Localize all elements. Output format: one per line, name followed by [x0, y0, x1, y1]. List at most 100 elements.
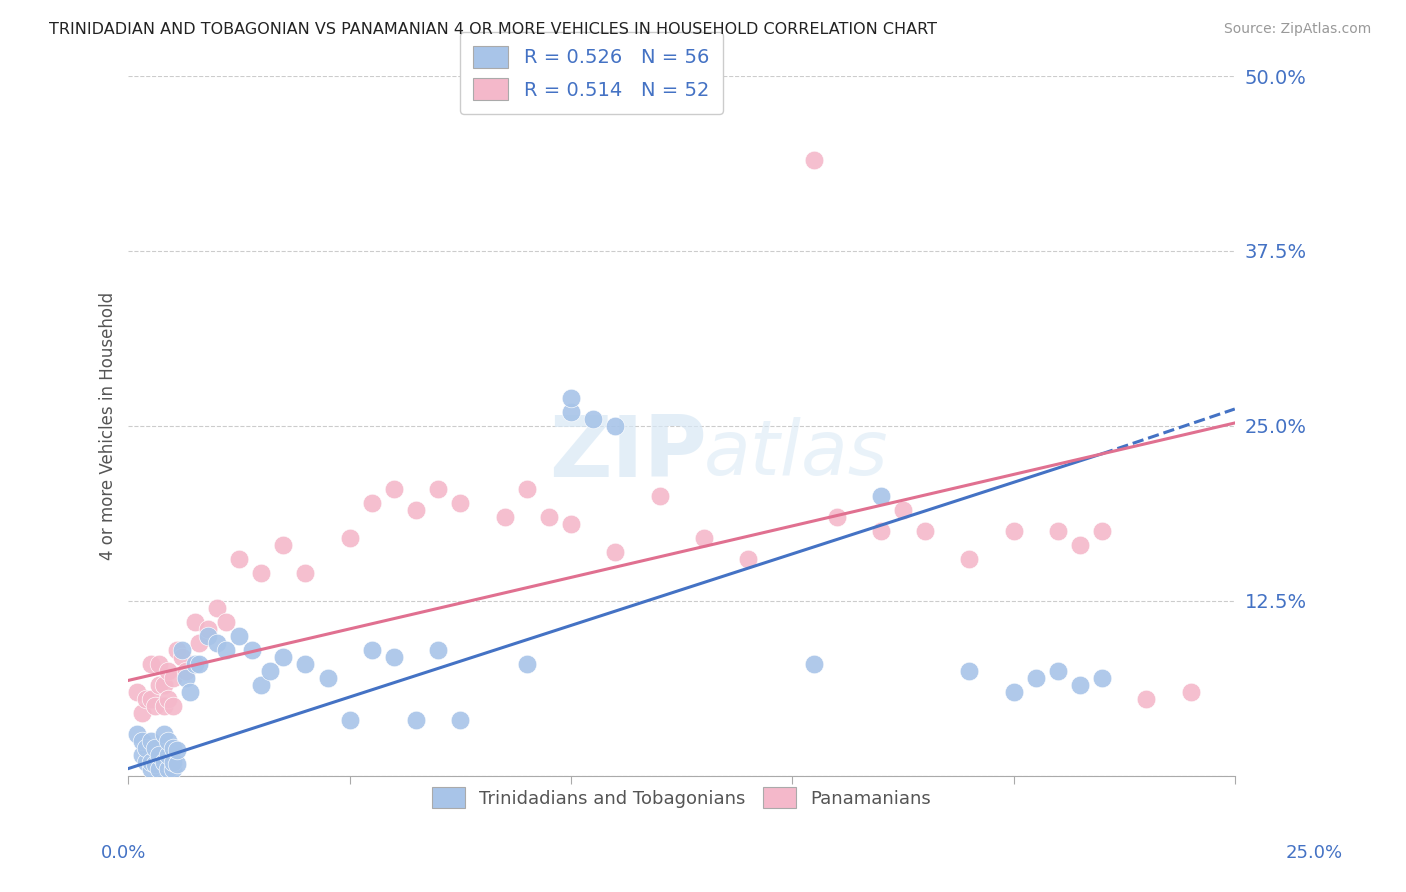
- Point: [205, 635, 228, 649]
- Point: [648, 489, 671, 503]
- Point: [166, 642, 188, 657]
- Point: [139, 657, 162, 671]
- Point: [215, 642, 238, 657]
- Point: [259, 664, 281, 678]
- Point: [139, 733, 162, 747]
- Point: [157, 664, 180, 678]
- Point: [693, 531, 716, 545]
- Point: [153, 755, 176, 769]
- Point: [157, 691, 180, 706]
- Point: [360, 642, 382, 657]
- Point: [803, 153, 825, 167]
- Point: [127, 726, 149, 740]
- Point: [537, 509, 560, 524]
- Point: [170, 642, 193, 657]
- Point: [250, 566, 273, 580]
- Point: [131, 706, 153, 720]
- Point: [188, 657, 211, 671]
- Point: [135, 740, 157, 755]
- Point: [427, 482, 450, 496]
- Point: [143, 740, 166, 755]
- Point: [957, 664, 980, 678]
- Point: [582, 411, 605, 425]
- Point: [803, 657, 825, 671]
- Point: [516, 657, 538, 671]
- Point: [957, 551, 980, 566]
- Legend: Trinidadians and Tobagonians, Panamanians: Trinidadians and Tobagonians, Panamanian…: [425, 780, 938, 815]
- Point: [139, 755, 162, 769]
- Point: [1046, 524, 1069, 538]
- Point: [184, 657, 207, 671]
- Point: [1025, 671, 1047, 685]
- Point: [294, 657, 316, 671]
- Point: [162, 671, 184, 685]
- Point: [1002, 684, 1025, 698]
- Point: [166, 757, 188, 772]
- Point: [188, 635, 211, 649]
- Point: [143, 698, 166, 713]
- Point: [205, 600, 228, 615]
- Point: [157, 762, 180, 776]
- Point: [1046, 664, 1069, 678]
- Point: [127, 684, 149, 698]
- Point: [869, 489, 891, 503]
- Text: Source: ZipAtlas.com: Source: ZipAtlas.com: [1223, 22, 1371, 37]
- Point: [516, 482, 538, 496]
- Point: [360, 496, 382, 510]
- Point: [139, 762, 162, 776]
- Point: [560, 516, 582, 531]
- Point: [449, 496, 471, 510]
- Point: [737, 551, 759, 566]
- Text: ZIP: ZIP: [548, 412, 707, 495]
- Point: [143, 757, 166, 772]
- Point: [339, 531, 361, 545]
- Point: [242, 642, 264, 657]
- Point: [1069, 538, 1091, 552]
- Point: [382, 649, 405, 664]
- Text: TRINIDADIAN AND TOBAGONIAN VS PANAMANIAN 4 OR MORE VEHICLES IN HOUSEHOLD CORRELA: TRINIDADIAN AND TOBAGONIAN VS PANAMANIAN…: [49, 22, 938, 37]
- Point: [560, 405, 582, 419]
- Point: [162, 698, 184, 713]
- Point: [825, 509, 848, 524]
- Point: [1002, 524, 1025, 538]
- Point: [162, 762, 184, 776]
- Point: [135, 755, 157, 769]
- Point: [148, 657, 170, 671]
- Point: [166, 743, 188, 757]
- Point: [605, 544, 627, 558]
- Point: [869, 524, 891, 538]
- Point: [294, 566, 316, 580]
- Point: [197, 622, 219, 636]
- Text: 25.0%: 25.0%: [1285, 844, 1343, 862]
- Point: [153, 677, 176, 691]
- Point: [273, 649, 295, 664]
- Point: [605, 418, 627, 433]
- Point: [179, 684, 201, 698]
- Point: [228, 551, 250, 566]
- Text: atlas: atlas: [704, 417, 889, 491]
- Point: [153, 726, 176, 740]
- Point: [273, 538, 295, 552]
- Point: [449, 713, 471, 727]
- Point: [339, 713, 361, 727]
- Text: 0.0%: 0.0%: [101, 844, 146, 862]
- Point: [153, 698, 176, 713]
- Y-axis label: 4 or more Vehicles in Household: 4 or more Vehicles in Household: [100, 292, 117, 560]
- Point: [228, 629, 250, 643]
- Point: [494, 509, 516, 524]
- Point: [131, 733, 153, 747]
- Point: [162, 740, 184, 755]
- Point: [316, 671, 339, 685]
- Point: [427, 642, 450, 657]
- Point: [170, 649, 193, 664]
- Point: [891, 502, 914, 516]
- Point: [135, 691, 157, 706]
- Point: [250, 677, 273, 691]
- Point: [174, 664, 197, 678]
- Point: [148, 762, 170, 776]
- Point: [174, 671, 197, 685]
- Point: [1069, 677, 1091, 691]
- Point: [914, 524, 936, 538]
- Point: [215, 615, 238, 629]
- Point: [197, 629, 219, 643]
